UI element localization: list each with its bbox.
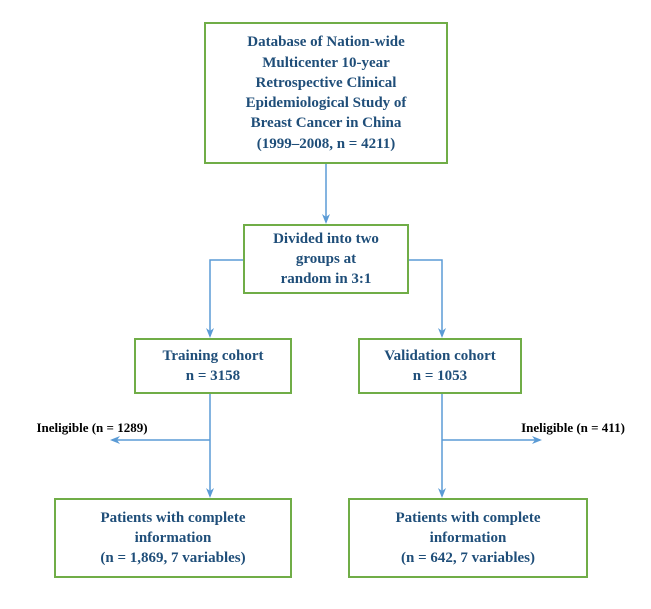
- node-database-line: Multicenter 10-year: [262, 53, 390, 73]
- arrow-split-to-train: [210, 260, 243, 336]
- node-train-line: n = 3158: [186, 366, 240, 386]
- node-train-line: Training cohort: [163, 346, 264, 366]
- node-valid-out-line: information: [430, 528, 507, 548]
- arrow-split-to-valid: [409, 260, 442, 336]
- node-database-line: Breast Cancer in China: [251, 113, 402, 133]
- node-database-line: Epidemiological Study of: [246, 93, 407, 113]
- node-database: Database of Nation-wide Multicenter 10-y…: [204, 22, 448, 164]
- node-valid-out-line: Patients with complete: [396, 508, 541, 528]
- node-validation-output: Patients with complete information (n = …: [348, 498, 588, 578]
- node-database-line: Retrospective Clinical: [256, 73, 397, 93]
- label-ineligible-left: Ineligible (n = 1289): [12, 420, 172, 436]
- node-train-out-line: Patients with complete: [101, 508, 246, 528]
- node-database-line: (1999–2008, n = 4211): [257, 134, 396, 154]
- node-split-line: groups at: [296, 249, 356, 269]
- node-valid-line: Validation cohort: [384, 346, 496, 366]
- node-split: Divided into two groups at random in 3:1: [243, 224, 409, 294]
- node-split-line: random in 3:1: [281, 269, 372, 289]
- node-train-out-line: (n = 1,869, 7 variables): [100, 548, 245, 568]
- node-training-cohort: Training cohort n = 3158: [134, 338, 292, 394]
- node-train-out-line: information: [135, 528, 212, 548]
- node-training-output: Patients with complete information (n = …: [54, 498, 292, 578]
- node-validation-cohort: Validation cohort n = 1053: [358, 338, 522, 394]
- node-valid-out-line: (n = 642, 7 variables): [401, 548, 535, 568]
- node-split-line: Divided into two: [273, 229, 379, 249]
- node-valid-line: n = 1053: [413, 366, 467, 386]
- node-database-line: Database of Nation-wide: [247, 32, 405, 52]
- label-ineligible-right: Ineligible (n = 411): [498, 420, 648, 436]
